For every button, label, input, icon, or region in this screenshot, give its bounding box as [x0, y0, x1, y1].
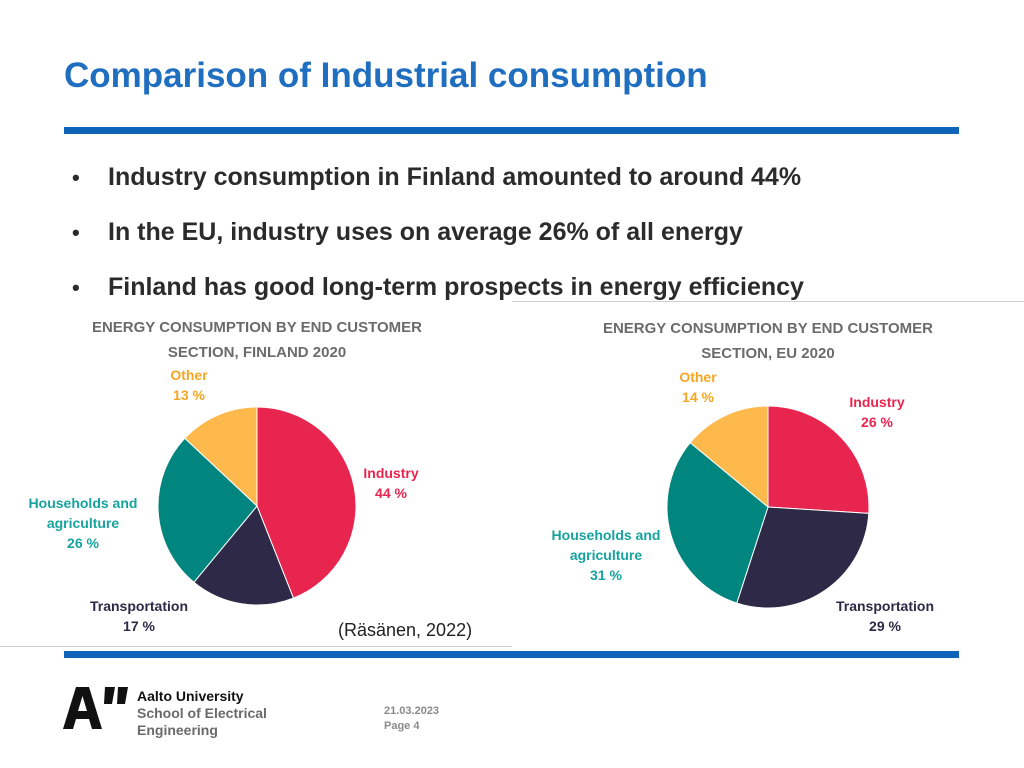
school-line-1: School of Electrical: [137, 705, 267, 721]
pie-slice-transportation: [193, 505, 295, 606]
slice-value-households: 26 %: [67, 535, 99, 551]
pie-slice-other: [184, 406, 258, 508]
chart-title-line-1: ENERGY CONSUMPTION BY END CUSTOMER: [603, 320, 933, 337]
eu-pie-svg: ENERGY CONSUMPTION BY END CUSTOMER SECTI…: [552, 320, 934, 634]
university-line: Aalto University: [137, 688, 244, 704]
pie-slice-industry: [767, 405, 870, 514]
chart-title-line-2: SECTION, FINLAND 2020: [168, 344, 346, 361]
slide-meta: 21.03.2023 Page 4: [384, 704, 439, 734]
slice-value-transportation: 17 %: [123, 618, 155, 634]
bullet-item: • In the EU, industry uses on average 26…: [72, 205, 804, 260]
chart-title-line-1: ENERGY CONSUMPTION BY END CUSTOMER: [92, 319, 422, 336]
slice-label-industry: Industry: [849, 394, 904, 410]
bullet-marker: •: [72, 164, 80, 190]
slide-title: Comparison of Industrial consumption: [64, 56, 708, 95]
bullet-marker: •: [72, 274, 80, 300]
slice-label-households-1: Households and: [552, 527, 661, 543]
source-citation: (Räsänen, 2022): [338, 620, 473, 640]
slice-value-transportation: 29 %: [869, 618, 901, 634]
pie-slice-households: [157, 437, 258, 583]
title-underline: [64, 127, 959, 134]
footer-rule: [64, 651, 959, 658]
chart-title-line-2: SECTION, EU 2020: [701, 345, 834, 362]
slice-value-industry: 26 %: [861, 414, 893, 430]
bullet-item: • Industry consumption in Finland amount…: [72, 150, 804, 205]
slice-value-industry: 44 %: [375, 485, 407, 501]
pie-slices: [157, 406, 357, 606]
slice-label-industry: Industry: [363, 465, 418, 481]
pie-slices: [666, 405, 870, 609]
slice-label-other: Other: [679, 369, 717, 385]
pie-slice-households: [666, 441, 769, 604]
bullet-list: • Industry consumption in Finland amount…: [72, 150, 804, 315]
slice-value-other: 14 %: [682, 389, 714, 405]
slice-label-households-2: agriculture: [47, 515, 120, 531]
pie-slice-other: [689, 405, 769, 509]
eu-pie-chart: ENERGY CONSUMPTION BY END CUSTOMER SECTI…: [512, 310, 1024, 650]
aalto-logo: [62, 686, 132, 735]
pie-slice-industry: [256, 406, 357, 599]
page-number: Page 4: [384, 720, 420, 732]
slice-value-other: 13 %: [173, 387, 205, 403]
image-border-top: [512, 301, 1024, 302]
finland-pie-svg: ENERGY CONSUMPTION BY END CUSTOMER SECTI…: [29, 319, 423, 634]
aalto-logo-icon: [63, 687, 128, 729]
slice-label-transportation: Transportation: [836, 598, 934, 614]
image-border-bottom: [0, 646, 512, 647]
slice-label-transportation: Transportation: [90, 598, 188, 614]
bullet-text: In the EU, industry uses on average 26% …: [108, 218, 743, 246]
slice-label-other: Other: [170, 367, 208, 383]
pie-slice-transportation: [736, 506, 870, 609]
bullet-text: Finland has good long-term prospects in …: [108, 273, 804, 301]
bullet-marker: •: [72, 219, 80, 245]
slice-value-households: 31 %: [590, 567, 622, 583]
bullet-item: • Finland has good long-term prospects i…: [72, 260, 804, 315]
bullet-text: Industry consumption in Finland amounted…: [108, 163, 802, 191]
slice-label-households-2: agriculture: [570, 547, 643, 563]
school-line-2: Engineering: [137, 722, 218, 738]
university-name: Aalto University School of Electrical En…: [137, 688, 267, 739]
slice-label-households-1: Households and: [29, 495, 138, 511]
finland-pie-chart: ENERGY CONSUMPTION BY END CUSTOMER SECTI…: [0, 310, 512, 650]
slide-date: 21.03.2023: [384, 705, 440, 717]
